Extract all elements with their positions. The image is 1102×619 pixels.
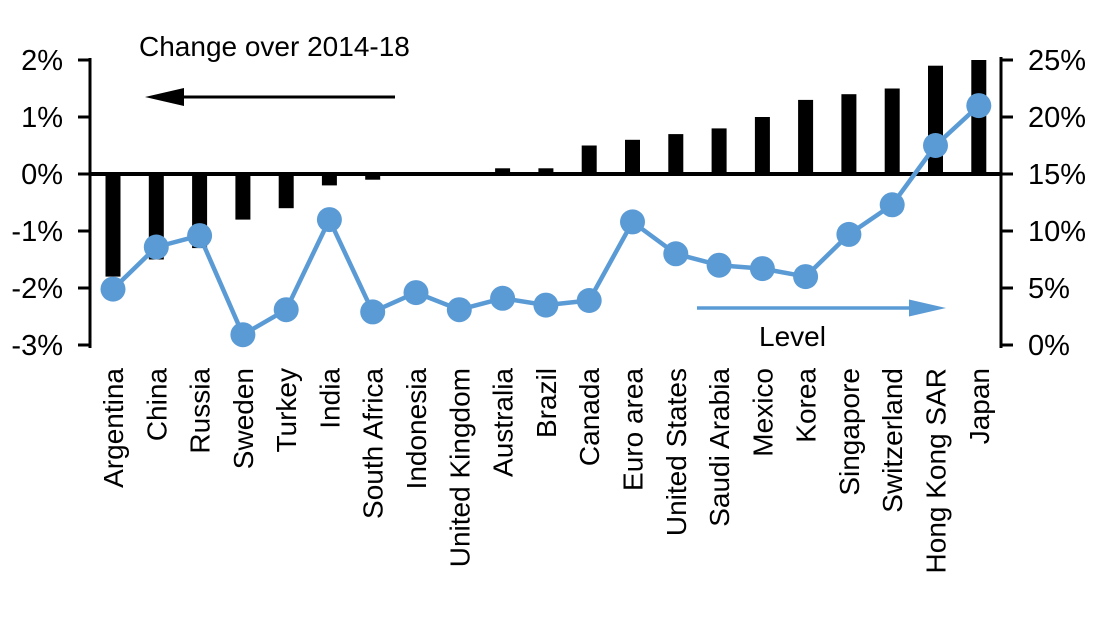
category-label: Brazil bbox=[531, 368, 562, 438]
category-label: China bbox=[141, 368, 172, 442]
level-marker bbox=[403, 280, 429, 306]
bar bbox=[495, 168, 511, 174]
bar bbox=[581, 145, 597, 174]
level-marker bbox=[446, 297, 472, 323]
category-label: Singapore bbox=[834, 368, 865, 496]
bar bbox=[711, 128, 727, 174]
level-marker bbox=[100, 276, 126, 302]
category-label: Switzerland bbox=[877, 368, 908, 513]
bar bbox=[841, 94, 857, 174]
level-marker bbox=[490, 285, 516, 311]
line-series-label: Level bbox=[759, 321, 826, 352]
category-label: Mexico bbox=[747, 368, 778, 457]
level-marker bbox=[187, 223, 213, 249]
left-axis-tick-label: 0% bbox=[21, 159, 63, 191]
category-label: Argentina bbox=[98, 368, 129, 488]
level-marker bbox=[706, 252, 732, 278]
bar bbox=[754, 117, 770, 174]
bar bbox=[105, 174, 121, 277]
category-label: Korea bbox=[791, 368, 822, 443]
right-axis-tick-label: 5% bbox=[1028, 273, 1070, 305]
level-marker bbox=[576, 288, 602, 313]
category-label: Russia bbox=[185, 368, 216, 454]
level-marker bbox=[663, 241, 689, 267]
category-label: United Kingdom bbox=[444, 368, 475, 567]
right-arrow-icon bbox=[909, 299, 946, 317]
bar-series-label: Change over 2014-18 bbox=[139, 31, 410, 62]
category-label: United States bbox=[661, 368, 692, 536]
level-marker bbox=[966, 93, 992, 119]
category-label: Saudi Arabia bbox=[704, 368, 735, 527]
bar bbox=[278, 174, 294, 209]
right-axis-tick-label: 25% bbox=[1028, 45, 1086, 77]
bar bbox=[884, 88, 900, 174]
category-label: Euro area bbox=[618, 368, 649, 491]
right-axis-tick-label: 20% bbox=[1028, 102, 1086, 134]
left-axis-tick-label: -2% bbox=[11, 273, 63, 305]
right-axis-tick-label: 15% bbox=[1028, 159, 1086, 191]
bar bbox=[798, 99, 814, 174]
category-label: Canada bbox=[574, 368, 605, 467]
right-axis-tick-label: 0% bbox=[1028, 330, 1070, 362]
category-label: Hong Kong SAR bbox=[921, 368, 952, 573]
bar bbox=[625, 139, 640, 174]
left-axis-tick-label: -1% bbox=[11, 216, 63, 248]
level-marker bbox=[533, 292, 559, 318]
left-arrow-icon bbox=[145, 88, 184, 106]
level-marker bbox=[143, 234, 169, 260]
level-marker bbox=[360, 299, 386, 325]
bar bbox=[668, 134, 684, 174]
left-axis-tick-label: -3% bbox=[11, 330, 63, 362]
left-axis-tick-label: 1% bbox=[21, 102, 63, 134]
level-marker bbox=[923, 133, 948, 158]
level-marker bbox=[793, 264, 819, 290]
category-label: Indonesia bbox=[401, 368, 432, 490]
level-marker bbox=[620, 209, 645, 235]
level-marker bbox=[316, 207, 342, 233]
category-label: South Africa bbox=[358, 368, 389, 519]
bar bbox=[538, 168, 554, 174]
category-label: Sweden bbox=[228, 368, 259, 469]
category-label: India bbox=[314, 368, 345, 429]
bar bbox=[235, 174, 251, 220]
level-marker bbox=[230, 322, 256, 348]
category-label: Turkey bbox=[271, 368, 302, 453]
category-label: Australia bbox=[488, 368, 519, 477]
left-axis-tick-label: 2% bbox=[21, 45, 63, 77]
category-label: Japan bbox=[964, 368, 995, 444]
level-marker bbox=[749, 256, 775, 282]
bar bbox=[365, 174, 381, 180]
level-marker bbox=[273, 297, 299, 323]
right-axis-tick-label: 10% bbox=[1028, 216, 1086, 248]
level-marker bbox=[879, 192, 905, 218]
bar bbox=[321, 174, 337, 186]
level-marker bbox=[836, 221, 862, 247]
